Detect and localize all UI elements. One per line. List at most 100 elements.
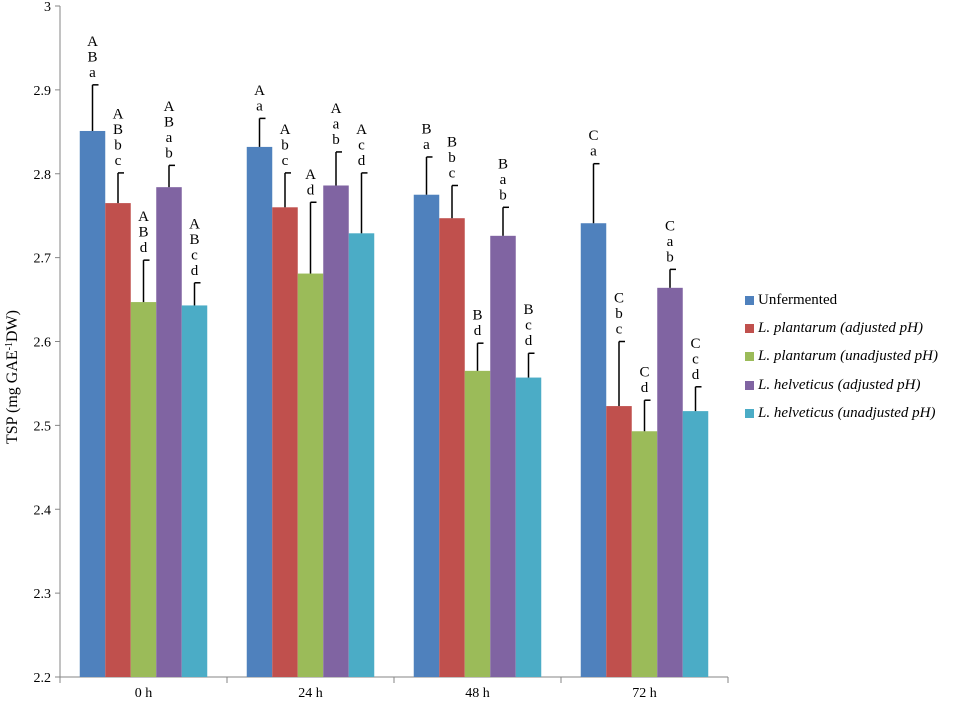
significance-letter: d xyxy=(525,333,533,349)
significance-letter: B xyxy=(138,225,148,241)
y-tick-label: 2.3 xyxy=(34,587,52,602)
legend-swatch xyxy=(745,409,754,419)
x-axis: 0 h 24 h 48 h 72 h xyxy=(59,676,729,701)
significance-letter: A xyxy=(113,106,124,122)
significance-letter: A xyxy=(138,209,149,225)
significance-letter: B xyxy=(113,122,123,138)
significance-letter: a xyxy=(89,65,96,81)
legend-swatch xyxy=(745,352,754,362)
legend-item: L. helveticus (unadjusted pH) xyxy=(745,400,938,428)
significance-letter: a xyxy=(590,144,597,160)
legend-swatch xyxy=(745,380,754,390)
significance-letter: c xyxy=(282,153,289,169)
significance-letter: c xyxy=(115,153,122,169)
significance-letter: d xyxy=(191,263,199,279)
significance-letter: B xyxy=(447,134,457,150)
legend-label-qualifier: (unadjusted pH) xyxy=(833,405,936,422)
legend-label-qualifier: Unfermented xyxy=(758,291,838,308)
significance-letter: B xyxy=(164,114,174,130)
y-axis-label-main: TSP (mg GAE xyxy=(4,350,21,444)
significance-letter: C xyxy=(588,128,598,144)
y-tick-label: 2.8 xyxy=(34,168,52,183)
x-tick-label: 0 h xyxy=(135,686,153,701)
significance-letter: B xyxy=(523,302,533,318)
significance-letter: c xyxy=(358,137,365,153)
significance-letter: b xyxy=(165,145,173,161)
legend-label-species: L. helveticus xyxy=(758,376,834,393)
legend-label: L. plantarum (unadjusted pH) xyxy=(758,348,938,365)
significance-letter: d xyxy=(692,367,700,383)
bar xyxy=(323,185,349,677)
significance-letter: C xyxy=(690,336,700,352)
bar xyxy=(79,130,106,677)
significance-letter: B xyxy=(189,232,199,248)
legend-label-species: L. plantarum xyxy=(758,348,837,365)
significance-letter: c xyxy=(525,318,532,334)
significance-letter: c xyxy=(616,322,623,338)
y-axis-label: TSP (mg GAE-1DW) xyxy=(4,310,22,444)
bar xyxy=(464,370,491,677)
significance-letter: A xyxy=(280,122,291,138)
bar xyxy=(297,273,324,677)
y-tick-label: 2.4 xyxy=(34,503,52,518)
bar xyxy=(490,235,516,677)
bar xyxy=(156,187,182,678)
significance-letter: A xyxy=(87,34,98,50)
bar xyxy=(515,377,542,677)
legend-swatch xyxy=(745,324,754,334)
legend-label-species: L. plantarum xyxy=(758,320,837,337)
y-axis-label-superscript: -1 xyxy=(4,342,15,350)
significance-letter: b xyxy=(499,187,507,203)
significance-letter: A xyxy=(189,216,200,232)
x-tick-label: 48 h xyxy=(465,686,490,701)
significance-letter: a xyxy=(667,234,674,250)
significance-letter: C xyxy=(639,365,649,381)
significance-letter: d xyxy=(307,182,315,198)
legend-label: L. helveticus (unadjusted pH) xyxy=(758,405,935,422)
x-tick-label: 24 h xyxy=(298,686,323,701)
x-tick-label: 72 h xyxy=(632,686,657,701)
significance-letter: b xyxy=(448,150,456,166)
significance-letter: c xyxy=(692,351,699,367)
bar xyxy=(246,146,273,677)
significance-letter: b xyxy=(114,137,122,153)
legend-item: L. plantarum (unadjusted pH) xyxy=(745,343,938,371)
y-axis-label-tail: DW) xyxy=(4,310,21,342)
bar-series-group xyxy=(79,130,709,678)
significance-letter: b xyxy=(666,249,674,265)
significance-letter: c xyxy=(449,165,456,181)
significance-letter: B xyxy=(87,49,97,65)
bar xyxy=(181,305,208,677)
significance-letter: d xyxy=(358,153,366,169)
significance-letter: c xyxy=(191,247,198,263)
significance-letter: a xyxy=(166,130,173,146)
significance-letter: A xyxy=(164,99,175,115)
y-tick-label: 3 xyxy=(44,0,51,15)
significance-letter: B xyxy=(472,308,482,324)
bar xyxy=(439,218,465,678)
y-tick-label: 2.5 xyxy=(34,419,52,434)
significance-letter: a xyxy=(333,116,340,132)
legend-swatch xyxy=(745,295,754,305)
bar xyxy=(413,194,440,677)
chart-legend: Unfermented L. plantarum (adjusted pH) L. … xyxy=(745,286,938,428)
significance-letter: a xyxy=(423,137,430,153)
bar xyxy=(657,287,683,677)
significance-letter: B xyxy=(421,121,431,137)
significance-letter: b xyxy=(615,306,623,322)
bar xyxy=(105,203,131,677)
bar xyxy=(606,406,632,677)
significance-letter: C xyxy=(665,218,675,234)
significance-letter: d xyxy=(641,380,649,396)
legend-label-qualifier: (adjusted pH) xyxy=(836,320,924,337)
error-bar-group xyxy=(91,84,702,432)
bar xyxy=(272,207,298,678)
bar xyxy=(682,411,709,677)
legend-item: L. helveticus (adjusted pH) xyxy=(745,371,938,399)
significance-letter: A xyxy=(356,122,367,138)
y-tick-label: 2.7 xyxy=(34,252,52,267)
legend-label-qualifier: (unadjusted pH) xyxy=(836,348,939,365)
legend-label: Unfermented xyxy=(758,292,837,309)
